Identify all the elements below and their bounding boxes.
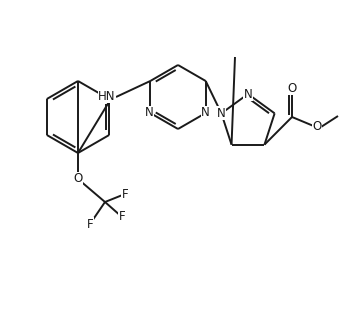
Text: N: N xyxy=(243,87,252,100)
Text: N: N xyxy=(217,107,226,120)
Text: N: N xyxy=(201,106,210,119)
Text: O: O xyxy=(73,173,83,186)
Text: F: F xyxy=(119,211,125,223)
Text: F: F xyxy=(122,188,128,201)
Text: O: O xyxy=(287,81,297,95)
Text: F: F xyxy=(87,217,93,231)
Text: O: O xyxy=(312,120,322,134)
Text: HN: HN xyxy=(98,90,116,103)
Text: N: N xyxy=(145,106,154,119)
